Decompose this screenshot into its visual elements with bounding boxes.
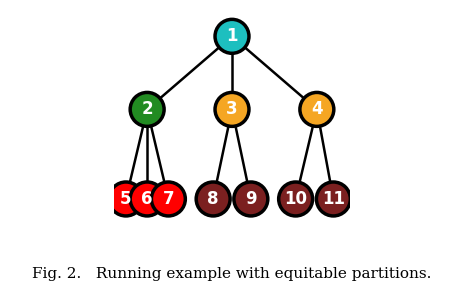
Circle shape <box>130 92 164 126</box>
Text: 1: 1 <box>226 27 237 45</box>
Circle shape <box>214 92 249 126</box>
Text: Fig. 2.   Running example with equitable partitions.: Fig. 2. Running example with equitable p… <box>32 267 431 281</box>
Text: 2: 2 <box>141 101 153 118</box>
Text: 9: 9 <box>244 190 256 208</box>
Circle shape <box>299 92 333 126</box>
Text: 8: 8 <box>207 190 219 208</box>
Text: 6: 6 <box>141 190 153 208</box>
Text: 4: 4 <box>310 101 322 118</box>
Text: 7: 7 <box>162 190 174 208</box>
Circle shape <box>130 182 164 216</box>
Circle shape <box>233 182 267 216</box>
Text: 3: 3 <box>225 101 238 118</box>
Text: 11: 11 <box>321 190 344 208</box>
Circle shape <box>109 182 143 216</box>
Circle shape <box>278 182 312 216</box>
Text: 10: 10 <box>283 190 307 208</box>
Text: 5: 5 <box>120 190 131 208</box>
Circle shape <box>196 182 230 216</box>
Circle shape <box>316 182 350 216</box>
Circle shape <box>151 182 185 216</box>
Circle shape <box>214 19 249 53</box>
